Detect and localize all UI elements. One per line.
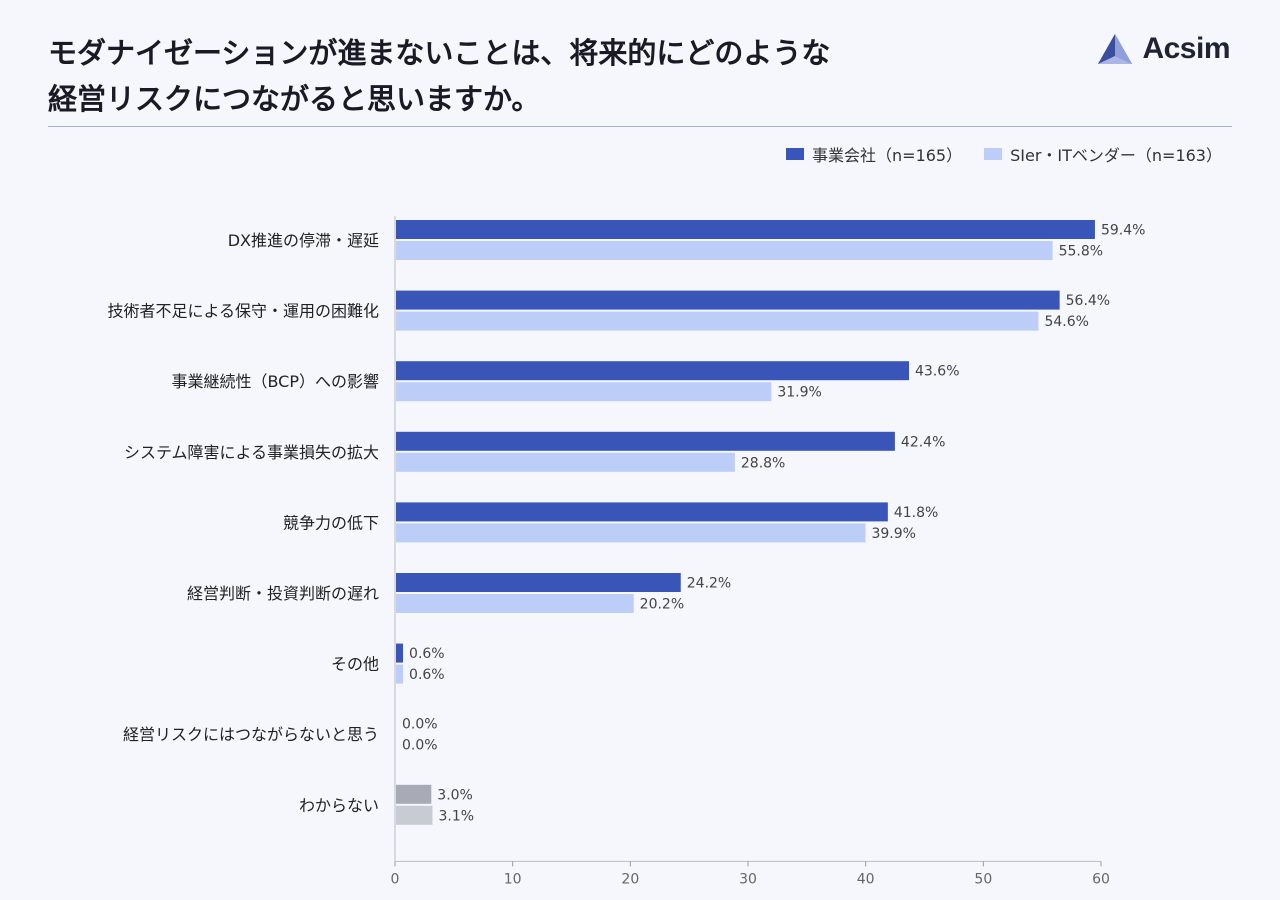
x-tick-label: 50 [974,871,992,887]
data-label-series-2: 0.6% [409,667,445,683]
category-label: わからない [299,796,379,815]
title-line-2: 経営リスクにつながると思いますか。 [48,82,541,116]
data-label-series-1: 43.6% [915,364,959,380]
x-tick-label: 30 [739,871,757,887]
category-label: 経営リスクにはつながらないと思う [123,725,379,744]
category-label: システム障害による事業損失の拡大 [124,443,379,462]
bar-series-2 [396,311,1039,331]
legend-label-series-1: 事業会社（n=165） [812,146,963,165]
bar-series-2 [396,664,404,684]
legend-label-series-2: SIer・ITベンダー（n=163） [1010,146,1222,165]
data-label-series-2: 28.8% [741,455,785,471]
x-tick-label: 40 [857,871,875,887]
brand-name: Acsim [1142,32,1230,65]
chart-legend: 事業会社（n=165） SIer・ITベンダー（n=163） [786,142,1222,166]
page-title: モダナイゼーションが進まないことは、将来的にどのような 経営リスクにつながると思… [48,30,830,122]
data-label-series-1: 3.0% [437,787,473,803]
bar-series-2 [396,805,433,825]
bar-series-1 [396,220,1095,239]
legend-swatch-series-1 [786,148,805,160]
bar-series-2 [396,523,866,543]
bar-series-1 [396,784,432,804]
bar-series-2 [396,382,772,402]
brand-logo: Acsim [1096,32,1230,66]
data-label-series-2: 31.9% [777,385,821,401]
data-label-series-2: 54.6% [1044,314,1088,330]
data-label-series-2: 39.9% [871,526,915,542]
data-label-series-2: 55.8% [1059,244,1103,260]
bar-series-2 [396,452,735,472]
bar-series-1 [396,431,895,451]
data-label-series-1: 41.8% [894,505,938,521]
data-label-series-1: 56.4% [1066,293,1110,309]
legend-item-series-1: 事業会社（n=165） [786,142,962,166]
x-tick-label: 60 [1092,871,1110,887]
legend-item-series-2: SIer・ITベンダー（n=163） [984,142,1222,166]
bar-series-1 [396,502,888,522]
data-label-series-1: 0.0% [402,717,438,733]
category-label: 経営判断・投資判断の遅れ [187,584,379,603]
bar-series-1 [396,290,1060,310]
category-label: 事業継続性（BCP）への影響 [171,372,379,391]
data-label-series-2: 3.1% [438,808,474,824]
x-tick-label: 20 [621,871,639,887]
bar-series-1 [396,643,404,663]
category-label: その他 [331,655,379,674]
category-label: 競争力の低下 [283,513,379,532]
data-label-series-1: 24.2% [687,576,731,592]
x-tick-label: 0 [391,871,400,887]
legend-swatch-series-2 [984,148,1003,160]
data-label-series-2: 0.0% [402,738,438,754]
x-tick-label: 10 [504,871,522,887]
bar-series-1 [396,361,910,381]
category-label: 技術者不足による保守・運用の困難化 [107,302,379,321]
title-line-1: モダナイゼーションが進まないことは、将来的にどのような [48,36,831,70]
bar-series-2 [396,594,634,613]
bar-series-2 [396,241,1053,260]
acsim-logo-icon [1098,34,1133,64]
data-label-series-1: 42.4% [901,434,945,450]
data-label-series-2: 20.2% [640,597,684,613]
title-divider [48,126,1232,127]
data-label-series-1: 59.4% [1101,223,1145,239]
bar-series-1 [396,573,681,592]
category-label: DX推進の停滞・遅延 [228,231,379,250]
data-label-series-1: 0.6% [409,646,445,662]
